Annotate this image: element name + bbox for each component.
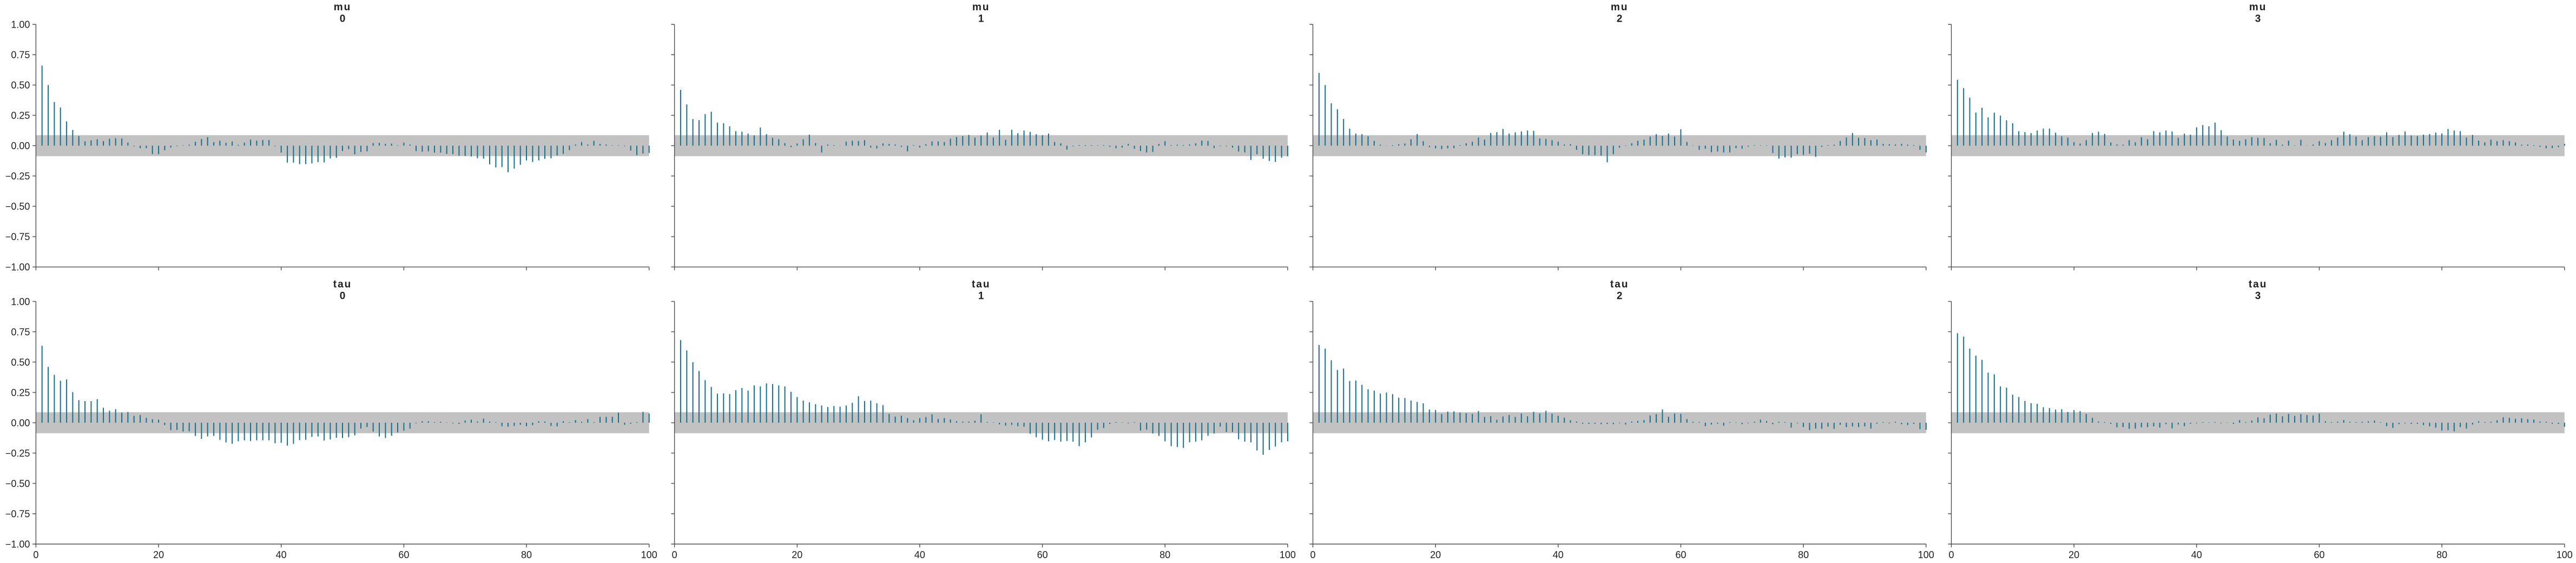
svg-text:100: 100	[641, 549, 657, 560]
svg-text:0.50: 0.50	[11, 357, 30, 368]
svg-text:−0.75: −0.75	[5, 232, 30, 243]
svg-text:mu: mu	[1611, 2, 1629, 13]
svg-text:80: 80	[521, 549, 532, 560]
svg-text:40: 40	[1553, 549, 1564, 560]
svg-text:80: 80	[1159, 549, 1170, 560]
svg-text:2: 2	[1617, 14, 1623, 25]
svg-text:−0.25: −0.25	[5, 448, 30, 459]
svg-text:60: 60	[398, 549, 409, 560]
svg-text:−0.75: −0.75	[5, 509, 30, 520]
svg-text:60: 60	[1037, 549, 1048, 560]
svg-text:0.25: 0.25	[11, 110, 30, 121]
svg-text:20: 20	[792, 549, 802, 560]
svg-text:0: 0	[1310, 549, 1315, 560]
svg-text:−0.50: −0.50	[5, 478, 30, 489]
svg-text:2: 2	[1617, 290, 1623, 302]
svg-text:100: 100	[1918, 549, 1934, 560]
svg-text:0.50: 0.50	[11, 80, 30, 91]
svg-text:0: 0	[340, 14, 346, 25]
svg-text:mu: mu	[2249, 2, 2267, 13]
svg-text:1.00: 1.00	[11, 296, 30, 307]
svg-text:60: 60	[2314, 549, 2324, 560]
svg-text:mu: mu	[334, 2, 352, 13]
svg-text:20: 20	[2068, 549, 2079, 560]
svg-text:−0.25: −0.25	[5, 171, 30, 182]
svg-text:0.00: 0.00	[11, 141, 30, 152]
svg-text:0: 0	[672, 549, 677, 560]
svg-text:20: 20	[153, 549, 164, 560]
svg-text:40: 40	[276, 549, 287, 560]
svg-text:80: 80	[1798, 549, 1809, 560]
svg-text:−1.00: −1.00	[5, 262, 30, 273]
svg-text:0.25: 0.25	[11, 387, 30, 398]
svg-text:3: 3	[2255, 14, 2261, 25]
svg-text:1.00: 1.00	[11, 19, 30, 30]
svg-text:1: 1	[978, 14, 984, 25]
svg-text:40: 40	[914, 549, 925, 560]
svg-text:60: 60	[1675, 549, 1686, 560]
svg-text:tau: tau	[333, 279, 352, 290]
svg-text:0.75: 0.75	[11, 50, 30, 61]
svg-text:tau: tau	[972, 279, 991, 290]
svg-text:tau: tau	[1610, 279, 1629, 290]
svg-text:0.75: 0.75	[11, 326, 30, 337]
svg-text:−0.50: −0.50	[5, 201, 30, 212]
svg-text:0.00: 0.00	[11, 417, 30, 428]
svg-text:3: 3	[2255, 290, 2261, 302]
svg-text:0: 0	[340, 290, 346, 302]
svg-text:0: 0	[33, 549, 38, 560]
svg-text:80: 80	[2436, 549, 2447, 560]
svg-text:100: 100	[1280, 549, 1296, 560]
svg-text:20: 20	[1430, 549, 1441, 560]
svg-text:40: 40	[2191, 549, 2202, 560]
svg-text:−1.00: −1.00	[5, 539, 30, 550]
svg-text:1: 1	[978, 290, 984, 302]
svg-text:0: 0	[1948, 549, 1954, 560]
svg-text:mu: mu	[972, 2, 990, 13]
svg-text:tau: tau	[2249, 279, 2268, 290]
svg-text:100: 100	[2557, 549, 2573, 560]
